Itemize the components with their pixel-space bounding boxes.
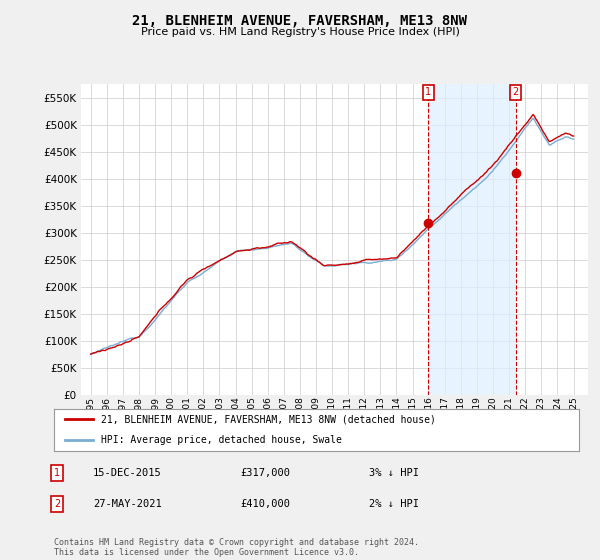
Text: 21, BLENHEIM AVENUE, FAVERSHAM, ME13 8NW (detached house): 21, BLENHEIM AVENUE, FAVERSHAM, ME13 8NW… bbox=[101, 414, 436, 424]
Text: 2: 2 bbox=[54, 499, 60, 509]
Text: £317,000: £317,000 bbox=[240, 468, 290, 478]
Text: £410,000: £410,000 bbox=[240, 499, 290, 509]
Bar bbox=[428, 84, 516, 395]
Text: 15-DEC-2015: 15-DEC-2015 bbox=[93, 468, 162, 478]
Text: HPI: Average price, detached house, Swale: HPI: Average price, detached house, Swal… bbox=[101, 435, 342, 445]
Text: Price paid vs. HM Land Registry's House Price Index (HPI): Price paid vs. HM Land Registry's House … bbox=[140, 27, 460, 37]
Text: 3% ↓ HPI: 3% ↓ HPI bbox=[369, 468, 419, 478]
Text: 1: 1 bbox=[425, 87, 431, 97]
Text: 2: 2 bbox=[512, 87, 519, 97]
Text: 27-MAY-2021: 27-MAY-2021 bbox=[93, 499, 162, 509]
Text: 1: 1 bbox=[54, 468, 60, 478]
Text: 21, BLENHEIM AVENUE, FAVERSHAM, ME13 8NW: 21, BLENHEIM AVENUE, FAVERSHAM, ME13 8NW bbox=[133, 14, 467, 28]
Text: 2% ↓ HPI: 2% ↓ HPI bbox=[369, 499, 419, 509]
Text: Contains HM Land Registry data © Crown copyright and database right 2024.
This d: Contains HM Land Registry data © Crown c… bbox=[54, 538, 419, 557]
